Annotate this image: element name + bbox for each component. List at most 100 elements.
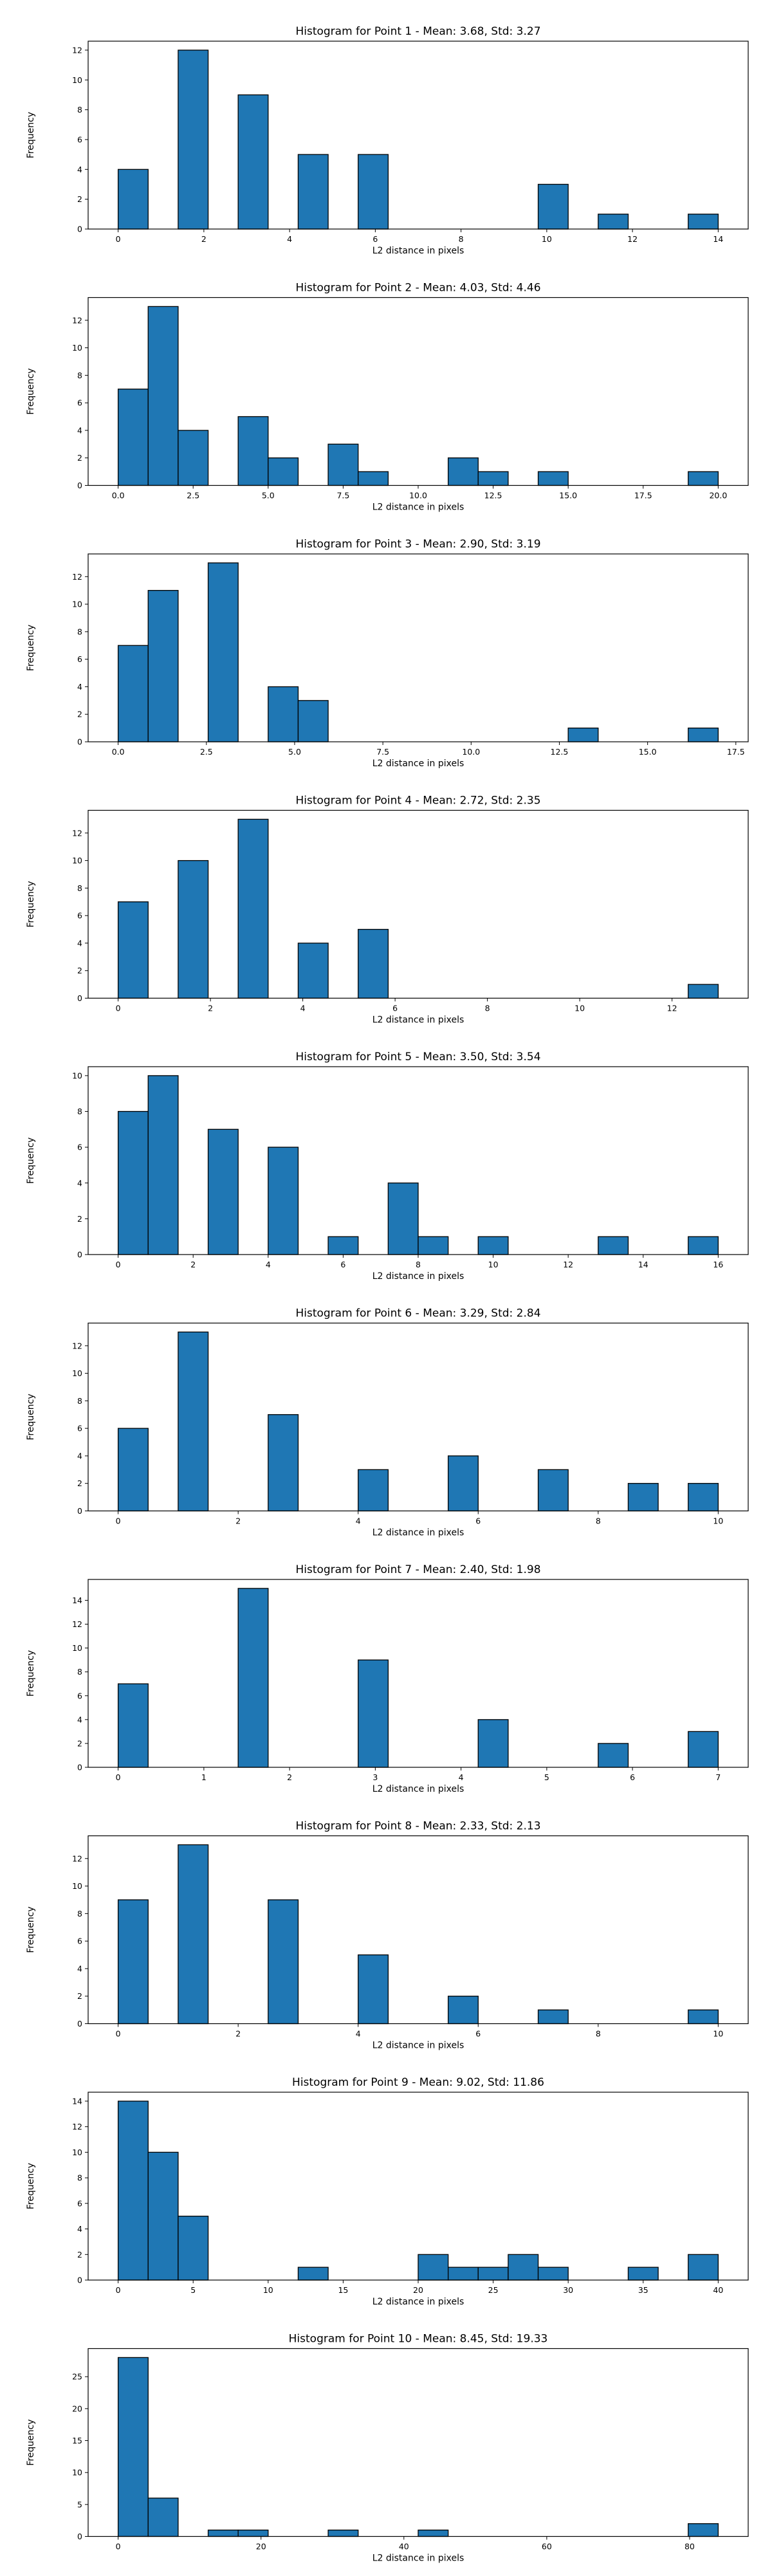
y-tick-label: 6	[77, 398, 82, 408]
y-tick-label: 2	[77, 966, 82, 975]
y-axis-label: Frequency	[26, 368, 36, 414]
x-axis-label: L2 distance in pixels	[372, 2297, 464, 2307]
histogram-panel: Histogram for Point 10 - Mean: 8.45, Std…	[26, 2333, 749, 2564]
histogram-bar	[297, 154, 329, 230]
y-tick-label: 0	[77, 2019, 82, 2029]
x-tick-label: 6	[372, 234, 378, 244]
x-tick-label: 5.0	[288, 747, 301, 757]
histogram-bar	[117, 2357, 149, 2537]
x-tick-label: 2	[208, 1004, 213, 1013]
x-tick-label: 35	[638, 2285, 648, 2295]
x-tick-label: 2	[201, 234, 207, 244]
y-tick-label: 10	[72, 2468, 82, 2478]
chart-title: Histogram for Point 4 - Mean: 2.72, Std:…	[295, 795, 540, 807]
x-tick-label: 2.5	[187, 491, 199, 501]
y-tick-label: 2	[77, 194, 82, 204]
x-tick-label: 15	[338, 2285, 348, 2295]
y-tick-label: 12	[72, 1619, 82, 1629]
histogram-bar	[627, 2267, 659, 2281]
x-tick-label: 25	[488, 2285, 499, 2295]
y-tick-label: 8	[77, 1396, 82, 1406]
x-tick-label: 20	[413, 2285, 423, 2295]
histogram-bar	[418, 1236, 449, 1255]
y-tick-label: 12	[72, 1854, 82, 1863]
histogram-bar	[358, 471, 389, 486]
y-tick-label: 2	[77, 710, 82, 719]
x-axis-label: L2 distance in pixels	[372, 1784, 464, 1794]
y-tick-label: 12	[72, 315, 82, 325]
histogram-panel: Histogram for Point 1 - Mean: 3.68, Std:…	[26, 25, 749, 256]
histogram-bar	[688, 471, 719, 486]
y-tick-label: 0	[77, 225, 82, 234]
histogram-bar	[178, 1844, 209, 2025]
y-tick-label: 4	[77, 425, 82, 435]
x-axis-label: L2 distance in pixels	[372, 759, 464, 769]
y-tick-label: 12	[72, 572, 82, 582]
histogram-bar	[117, 1683, 149, 1768]
histogram-bar	[297, 2267, 329, 2281]
histogram-bar	[567, 727, 599, 742]
x-tick-label: 8	[596, 1516, 601, 1526]
histogram-bar	[447, 1455, 479, 1512]
x-tick-label: 7.5	[336, 491, 349, 501]
plot-frame	[87, 1579, 749, 1768]
plot-frame	[87, 41, 749, 230]
y-axis-label: Frequency	[26, 1650, 36, 1697]
histogram-bar	[598, 1743, 629, 1768]
histogram-bar	[688, 984, 719, 999]
y-axis-label: Frequency	[26, 881, 36, 927]
chart-title: Histogram for Point 8 - Mean: 2.33, Std:…	[295, 1820, 540, 1833]
x-tick-label: 6	[340, 1260, 345, 1269]
y-tick-label: 0	[77, 737, 82, 747]
y-tick-label: 10	[72, 75, 82, 85]
histogram-bar	[178, 50, 209, 230]
x-tick-label: 14	[713, 234, 723, 244]
chart-title: Histogram for Point 6 - Mean: 3.29, Std:…	[295, 1307, 540, 1320]
histogram-panel: Histogram for Point 2 - Mean: 4.03, Std:…	[26, 282, 749, 513]
y-tick-label: 12	[72, 2122, 82, 2131]
x-tick-label: 8	[416, 1260, 421, 1269]
y-tick-label: 8	[77, 883, 82, 893]
x-tick-label: 80	[685, 2542, 695, 2552]
y-tick-label: 4	[77, 2224, 82, 2234]
y-axis-label: Frequency	[26, 1906, 36, 1953]
x-tick-label: 0	[116, 2285, 121, 2295]
x-tick-label: 4	[287, 234, 292, 244]
histogram-bar	[537, 2009, 569, 2025]
y-tick-label: 0	[77, 993, 82, 1003]
y-tick-label: 0	[77, 481, 82, 490]
y-tick-label: 8	[77, 1107, 82, 1116]
y-tick-label: 12	[72, 45, 82, 55]
histogram-bar	[147, 1075, 179, 1255]
histogram-bar	[537, 471, 569, 486]
x-tick-label: 10.0	[409, 491, 427, 501]
histogram-bar	[178, 2216, 209, 2281]
histogram-bar	[268, 1414, 299, 1512]
plot-frame	[87, 809, 749, 999]
histogram-bar	[537, 2267, 569, 2281]
y-tick-label: 4	[77, 1964, 82, 1973]
histogram-bar	[688, 1236, 719, 1255]
y-tick-label: 10	[72, 1643, 82, 1653]
x-tick-label: 5	[544, 1772, 549, 1782]
histogram-bar	[268, 457, 299, 486]
x-tick-label: 30	[563, 2285, 573, 2295]
histogram-bar	[207, 1128, 239, 1255]
y-tick-label: 12	[72, 828, 82, 838]
histogram-bar	[237, 416, 269, 486]
histogram-bar	[627, 1483, 659, 1512]
x-tick-label: 7.5	[376, 747, 389, 757]
histogram-bar	[237, 2529, 269, 2537]
histogram-bar	[418, 2529, 449, 2537]
histogram-bar	[297, 943, 329, 999]
histogram-bar	[117, 169, 149, 230]
y-tick-label: 4	[77, 165, 82, 174]
x-axis-label: L2 distance in pixels	[372, 1015, 464, 1026]
histogram-bar	[358, 928, 389, 999]
histogram-bar	[147, 590, 179, 742]
x-tick-label: 2	[235, 2029, 241, 2039]
x-tick-label: 8	[596, 2029, 601, 2039]
y-tick-label: 6	[77, 1691, 82, 1700]
histogram-bar	[178, 1331, 209, 1512]
chart-title: Histogram for Point 5 - Mean: 3.50, Std:…	[295, 1051, 540, 1063]
